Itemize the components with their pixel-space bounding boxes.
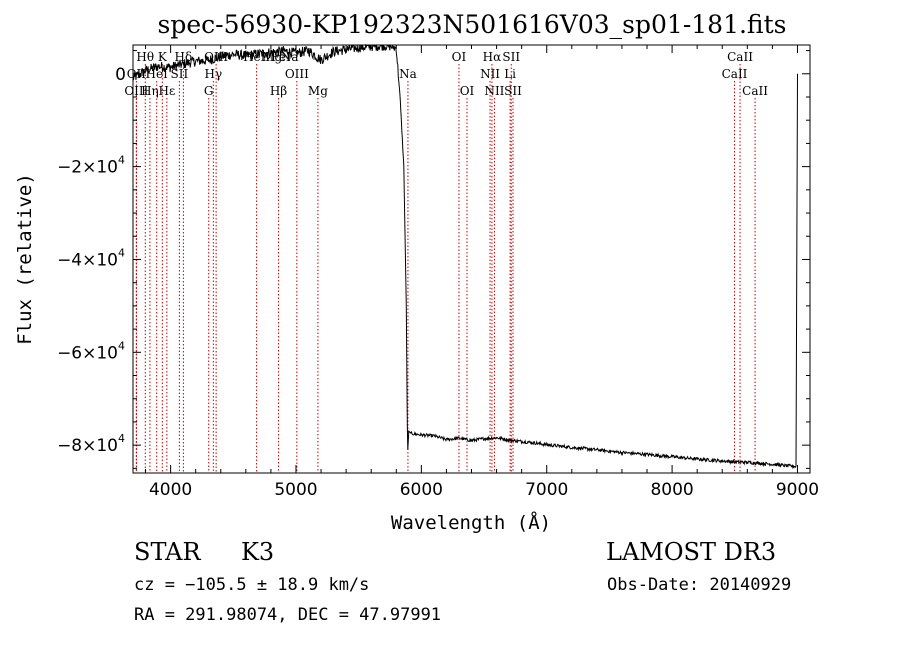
- line-label: OIII: [204, 50, 228, 64]
- class-label: STAR: [134, 538, 201, 566]
- line-label: CaII: [742, 84, 768, 98]
- y-axis: 0−2×10 4−4×10 4−6×10 4−8×10 4: [57, 50, 810, 469]
- chart-title: spec-56930-KP192323N501616V03_sp01-181.f…: [158, 10, 787, 39]
- x-axis-label: Wavelength (Å): [391, 511, 551, 534]
- survey-label: LAMOST DR3: [606, 538, 776, 566]
- line-label: CaII: [727, 50, 753, 64]
- obs-date-label: Obs-Date: 20140929: [607, 575, 791, 595]
- line-label: SII: [504, 84, 522, 98]
- line-label-top: FeI: [271, 50, 291, 64]
- y-tick-exponent: 4: [118, 432, 125, 445]
- line-label: Hθ: [136, 50, 154, 64]
- line-label: OIII: [124, 84, 148, 98]
- line-label: OI: [460, 84, 475, 98]
- subclass-label: K3: [241, 538, 274, 566]
- y-tick-label: −2×10: [57, 158, 118, 178]
- line-label: OI: [452, 50, 467, 64]
- line-label: Li: [504, 67, 516, 81]
- spectrum-line: [132, 43, 798, 470]
- line-label: HeI: [146, 67, 169, 81]
- y-tick-exponent: 4: [118, 246, 125, 259]
- line-label: SII: [171, 67, 189, 81]
- line-label: Hε: [159, 84, 176, 98]
- line-label: Mg: [308, 84, 328, 98]
- y-tick-label: 0: [115, 65, 126, 85]
- line-label: Na: [399, 67, 417, 81]
- x-tick-label: 8000: [650, 480, 693, 500]
- coords-label: RA = 291.98074, DEC = 47.97991: [134, 605, 441, 625]
- x-tick-label: 5000: [274, 480, 317, 500]
- x-tick-label: 7000: [525, 480, 568, 500]
- cz-label: cz = −105.5 ± 18.9 km/s: [134, 575, 369, 595]
- line-label: Hγ: [205, 67, 223, 81]
- line-label-top: Na: [281, 50, 299, 64]
- y-tick-exponent: 4: [118, 339, 125, 352]
- x-tick-label: 9000: [776, 480, 819, 500]
- x-tick-label: 4000: [149, 480, 192, 500]
- line-label: HeII: [243, 50, 270, 64]
- line-label: CaII: [722, 67, 748, 81]
- line-label: NII: [480, 67, 500, 81]
- y-tick-exponent: 4: [118, 154, 125, 167]
- y-tick-label: −4×10: [57, 250, 118, 270]
- line-label: OIII: [285, 67, 309, 81]
- y-tick-label: −6×10: [57, 343, 118, 363]
- line-markers: [135, 64, 756, 473]
- line-label: SII: [502, 50, 520, 64]
- y-axis-label: Flux (relative): [14, 173, 36, 345]
- line-label: NII: [484, 84, 504, 98]
- plot-frame: [132, 44, 811, 474]
- line-label-top: Mg: [262, 50, 282, 64]
- x-axis: 4000 5000 6000 7000 8000 9000: [145, 45, 819, 500]
- line-label: Hδ: [175, 50, 193, 64]
- line-label: Hη: [141, 84, 159, 98]
- info-block: STAR K3 LAMOST DR3 cz = −105.5 ± 18.9 km…: [134, 538, 791, 625]
- line-label: K: [158, 50, 168, 64]
- x-tick-label: 6000: [400, 480, 443, 500]
- spectrum-layer: [132, 43, 798, 470]
- line-label: Hβ: [270, 84, 287, 98]
- line-label: G: [204, 84, 214, 98]
- line-label: Hα: [483, 50, 502, 64]
- y-tick-label: −8×10: [57, 436, 118, 456]
